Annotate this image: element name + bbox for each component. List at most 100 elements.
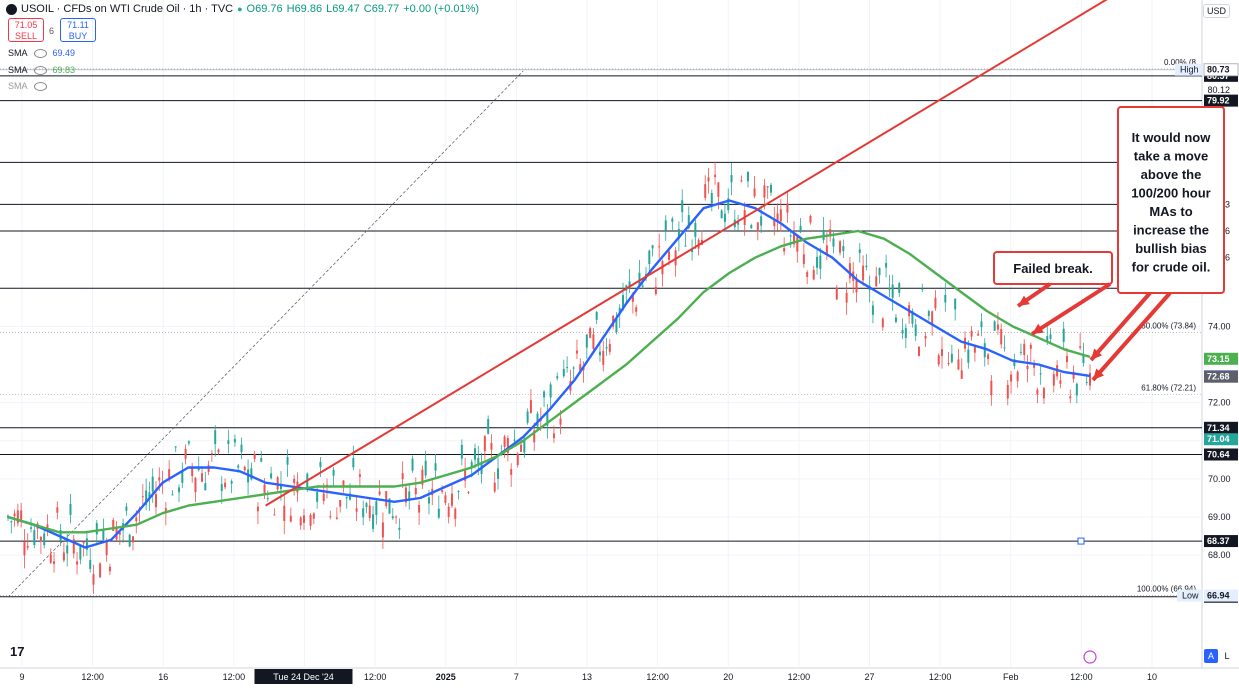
indicator-name: SMA xyxy=(8,65,28,75)
candle-body xyxy=(954,298,957,310)
candle-body xyxy=(1000,329,1003,345)
candle-body xyxy=(526,411,529,423)
x-tick-label: 12:00 xyxy=(788,672,811,682)
candle-body xyxy=(92,574,95,585)
candle-body xyxy=(414,488,417,495)
right-value-label: 66.94 xyxy=(1207,591,1230,601)
eye-off-icon[interactable] xyxy=(33,81,47,91)
candle-body xyxy=(589,328,592,338)
candle-body xyxy=(835,287,838,300)
sell-button[interactable]: 71.05 SELL xyxy=(8,18,44,42)
candle-body xyxy=(914,324,917,336)
symbol-logo-icon xyxy=(6,3,17,15)
candle-body xyxy=(1016,371,1019,382)
candle-body xyxy=(381,522,384,538)
candle-body xyxy=(365,503,368,508)
candle-body xyxy=(691,249,694,252)
price-tag-badge xyxy=(1175,63,1202,76)
indicator-sma-100[interactable]: SMA 69.49 xyxy=(8,48,75,58)
candle-body xyxy=(286,457,289,465)
candle-body xyxy=(23,541,26,556)
candle-body xyxy=(987,354,990,360)
fib-level-label: 50.00% (73.84) xyxy=(1141,321,1196,330)
indicator-sma-200[interactable]: SMA 69.83 xyxy=(8,65,75,75)
candle-body xyxy=(112,519,115,532)
candle-body xyxy=(934,297,937,309)
candle-body xyxy=(197,468,200,471)
candle-body xyxy=(717,182,720,197)
tradingview-logo[interactable]: 17 xyxy=(10,644,25,659)
candle-body xyxy=(20,510,23,521)
candle-body xyxy=(342,480,345,487)
candle-body xyxy=(204,483,207,491)
indicator-sma-hidden[interactable]: SMA xyxy=(8,81,47,91)
candle-body xyxy=(973,346,976,353)
candle-body xyxy=(368,505,371,518)
candle-body xyxy=(1059,380,1062,384)
candle-body xyxy=(105,541,108,556)
candle-body xyxy=(441,490,444,492)
buy-button[interactable]: 71.11 BUY xyxy=(60,18,96,42)
candle-body xyxy=(704,184,707,198)
x-tick-label: 2025 xyxy=(436,672,456,682)
candle-body xyxy=(187,441,190,444)
candle-body xyxy=(427,497,430,504)
candle-body xyxy=(1062,328,1065,342)
candle-body xyxy=(1069,396,1072,399)
candle-body xyxy=(256,506,259,512)
annotation-arrow xyxy=(1091,291,1172,382)
candle-body xyxy=(194,477,197,493)
right-value-badge xyxy=(1204,433,1238,446)
candle-body xyxy=(49,554,52,563)
candle-body xyxy=(289,515,292,522)
candle-body xyxy=(322,493,325,502)
candle-body xyxy=(898,283,901,293)
candle-body xyxy=(628,281,631,289)
candle-body xyxy=(602,351,605,365)
candle-body xyxy=(299,517,302,526)
candle-body xyxy=(477,457,480,466)
fib-level-label: 0.00% (8 xyxy=(1164,58,1197,67)
candle-body xyxy=(917,346,920,357)
candle-body xyxy=(1003,347,1006,349)
candle-body xyxy=(944,294,947,303)
candle-body xyxy=(467,491,470,493)
candle-body xyxy=(776,213,779,222)
y-partial-label: 6 xyxy=(1225,226,1230,236)
candle-body xyxy=(664,220,667,231)
candle-body xyxy=(510,469,513,475)
candle-body xyxy=(404,487,407,503)
alert-clock-icon xyxy=(1083,650,1097,664)
candle-body xyxy=(783,248,786,252)
annotation-arrow-head xyxy=(1091,348,1103,360)
price-level-value: 80.73 xyxy=(1207,65,1230,75)
candle-body xyxy=(164,508,167,513)
candle-body xyxy=(240,444,243,453)
candle-body xyxy=(806,272,809,277)
candle-body xyxy=(694,222,697,237)
auto-scale-button[interactable]: A xyxy=(1204,649,1218,663)
candle-body xyxy=(319,461,322,467)
candle-body xyxy=(990,380,993,396)
log-scale-button[interactable]: L xyxy=(1224,651,1230,661)
right-value-label: 71.04 xyxy=(1207,434,1230,444)
x-tick-label: 16 xyxy=(158,672,168,682)
candle-body xyxy=(937,355,940,365)
candle-body xyxy=(503,436,506,447)
eye-icon[interactable] xyxy=(33,65,47,75)
price-tag-label: Low xyxy=(1182,591,1199,601)
candle-body xyxy=(677,228,680,239)
annotation-text-bullish-bias: It would now take a move above the 100/200 … xyxy=(1131,130,1211,275)
currency-selector[interactable]: USD xyxy=(1203,4,1231,18)
candle-body xyxy=(529,400,532,413)
eye-icon[interactable] xyxy=(33,48,47,58)
candle-body xyxy=(1006,384,1009,399)
indicator-value: 69.49 xyxy=(52,48,76,58)
candle-body xyxy=(779,209,782,222)
candle-body xyxy=(283,505,286,521)
x-tick-label: 9 xyxy=(19,672,24,682)
candle-body xyxy=(316,492,319,502)
candle-body xyxy=(401,473,404,480)
price-level-badge xyxy=(1203,63,1239,77)
